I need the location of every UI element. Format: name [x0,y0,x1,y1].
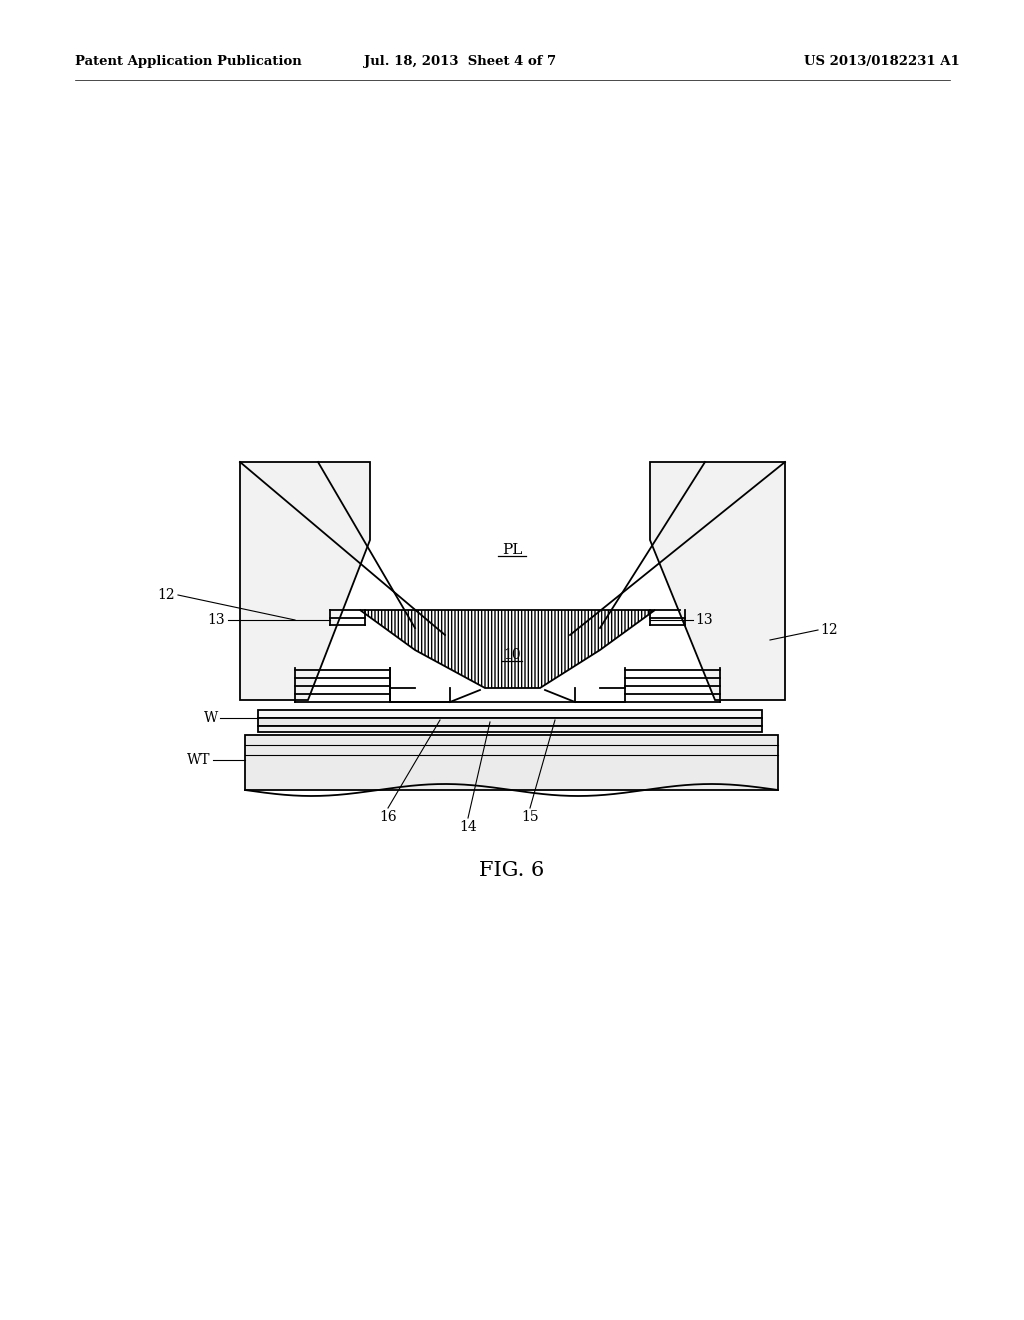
Text: 14: 14 [459,820,477,834]
Text: Jul. 18, 2013  Sheet 4 of 7: Jul. 18, 2013 Sheet 4 of 7 [364,55,556,69]
Text: 13: 13 [695,612,713,627]
Text: US 2013/0182231 A1: US 2013/0182231 A1 [804,55,961,69]
Text: 15: 15 [521,810,539,824]
Text: W: W [204,711,218,725]
Polygon shape [245,735,778,789]
Polygon shape [360,610,655,688]
Polygon shape [258,718,762,726]
Text: FIG. 6: FIG. 6 [479,861,545,879]
Text: 12: 12 [158,587,175,602]
Polygon shape [258,726,762,733]
Polygon shape [240,462,370,700]
Text: WT: WT [186,752,210,767]
Text: PL: PL [502,543,522,557]
Text: 13: 13 [208,612,225,627]
Text: 16: 16 [379,810,397,824]
Polygon shape [650,462,785,700]
Text: Patent Application Publication: Patent Application Publication [75,55,302,69]
Text: 10: 10 [503,648,521,663]
Text: 12: 12 [820,623,838,638]
Polygon shape [258,710,762,718]
